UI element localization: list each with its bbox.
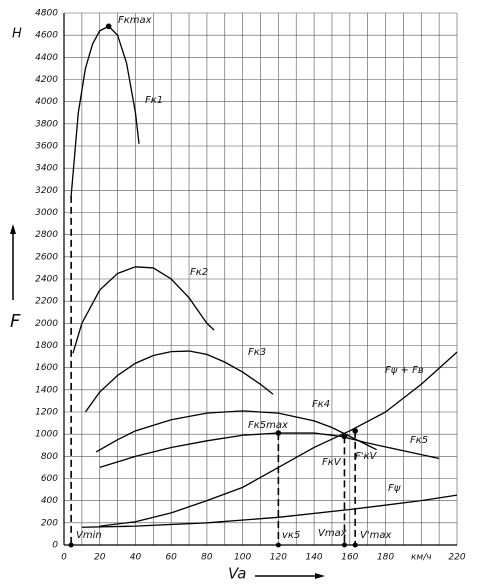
y-tick-label: 4800 bbox=[35, 9, 58, 19]
y-tick-label: 4400 bbox=[35, 53, 58, 63]
y-tick-label: 1400 bbox=[35, 385, 58, 395]
series-label: Fψ bbox=[388, 483, 401, 494]
axis-point-label: Vmin bbox=[76, 530, 102, 541]
y-tick-label: 1000 bbox=[35, 430, 58, 440]
x-tick-label: 140 bbox=[305, 553, 322, 563]
y-tick-label: 1600 bbox=[35, 363, 58, 373]
x-tick-label: 160 bbox=[341, 553, 358, 563]
series-label: Fк5 bbox=[410, 435, 428, 446]
x-tick-label: 60 bbox=[165, 553, 177, 563]
x-tick-label: 80 bbox=[201, 553, 213, 563]
x-tick-label: 120 bbox=[270, 553, 287, 563]
series-label: Fк3 bbox=[248, 347, 266, 358]
point-label: F'кV bbox=[355, 451, 378, 462]
y-tick-label: 1200 bbox=[35, 408, 58, 418]
axis-point-label: Vmax bbox=[318, 528, 347, 539]
series-line bbox=[72, 266, 215, 354]
y-tick-label: 4000 bbox=[35, 97, 58, 107]
x-tick-label: 100 bbox=[234, 553, 251, 563]
point-label: Fк5max bbox=[248, 420, 288, 431]
series-line bbox=[81, 494, 458, 528]
y-tick-label: 2600 bbox=[35, 252, 58, 262]
series-line bbox=[84, 350, 274, 413]
y-arrow-head bbox=[10, 224, 16, 234]
series-label: Fк1 bbox=[145, 95, 163, 106]
y-tick-label: 3800 bbox=[35, 119, 58, 129]
x-axis-label: Va bbox=[228, 565, 247, 583]
axis-point-label: vк5 bbox=[282, 530, 300, 541]
y-tick-label: 0 bbox=[52, 541, 58, 551]
y-tick-label: 2000 bbox=[35, 319, 58, 329]
y-tick-label: 600 bbox=[41, 474, 58, 484]
x-tick-label: 0 bbox=[61, 553, 67, 563]
y-tick-label: 2400 bbox=[35, 275, 58, 285]
series-line bbox=[95, 410, 377, 453]
y-tick-label: 1800 bbox=[35, 341, 58, 351]
y-tick-label: 3400 bbox=[35, 164, 58, 174]
x-tick-label: 20 bbox=[94, 553, 106, 563]
y-tick-label: 2800 bbox=[35, 230, 58, 240]
y-tick-label: 3200 bbox=[35, 186, 58, 196]
y-tick-label: 4200 bbox=[35, 75, 58, 85]
x-tick-label: км/ч bbox=[411, 553, 432, 563]
y-axis-label: F bbox=[10, 311, 21, 332]
series-line bbox=[70, 25, 140, 196]
axis-point-label: V'max bbox=[360, 530, 391, 541]
point-marker bbox=[341, 433, 348, 440]
series-label: Fψ + Fв bbox=[385, 365, 424, 376]
axis-dot bbox=[352, 542, 358, 548]
axis-dot bbox=[68, 542, 74, 548]
y-tick-label: 800 bbox=[41, 452, 58, 462]
x-tick-label: 220 bbox=[448, 553, 465, 563]
y-tick-label: 200 bbox=[41, 518, 58, 528]
point-label: FкV bbox=[322, 457, 342, 468]
y-tick-label: 400 bbox=[41, 496, 58, 506]
y-tick-label: 2200 bbox=[35, 297, 58, 307]
x-tick-label: 40 bbox=[130, 553, 142, 563]
point-marker bbox=[352, 428, 358, 434]
axis-dot bbox=[275, 542, 281, 548]
point-marker bbox=[275, 430, 282, 436]
point-label: Fкmax bbox=[118, 15, 152, 26]
x-arrow-head bbox=[315, 573, 325, 579]
y-unit: H bbox=[12, 27, 22, 42]
axis-dot bbox=[341, 542, 347, 548]
y-tick-label: 4600 bbox=[35, 31, 58, 41]
series-label: Fк4 bbox=[312, 399, 330, 410]
point-marker bbox=[105, 23, 112, 30]
y-tick-label: 3600 bbox=[35, 142, 58, 152]
series-label: Fк2 bbox=[190, 267, 208, 278]
x-tick-label: 180 bbox=[377, 553, 394, 563]
y-tick-label: 3000 bbox=[35, 208, 58, 218]
